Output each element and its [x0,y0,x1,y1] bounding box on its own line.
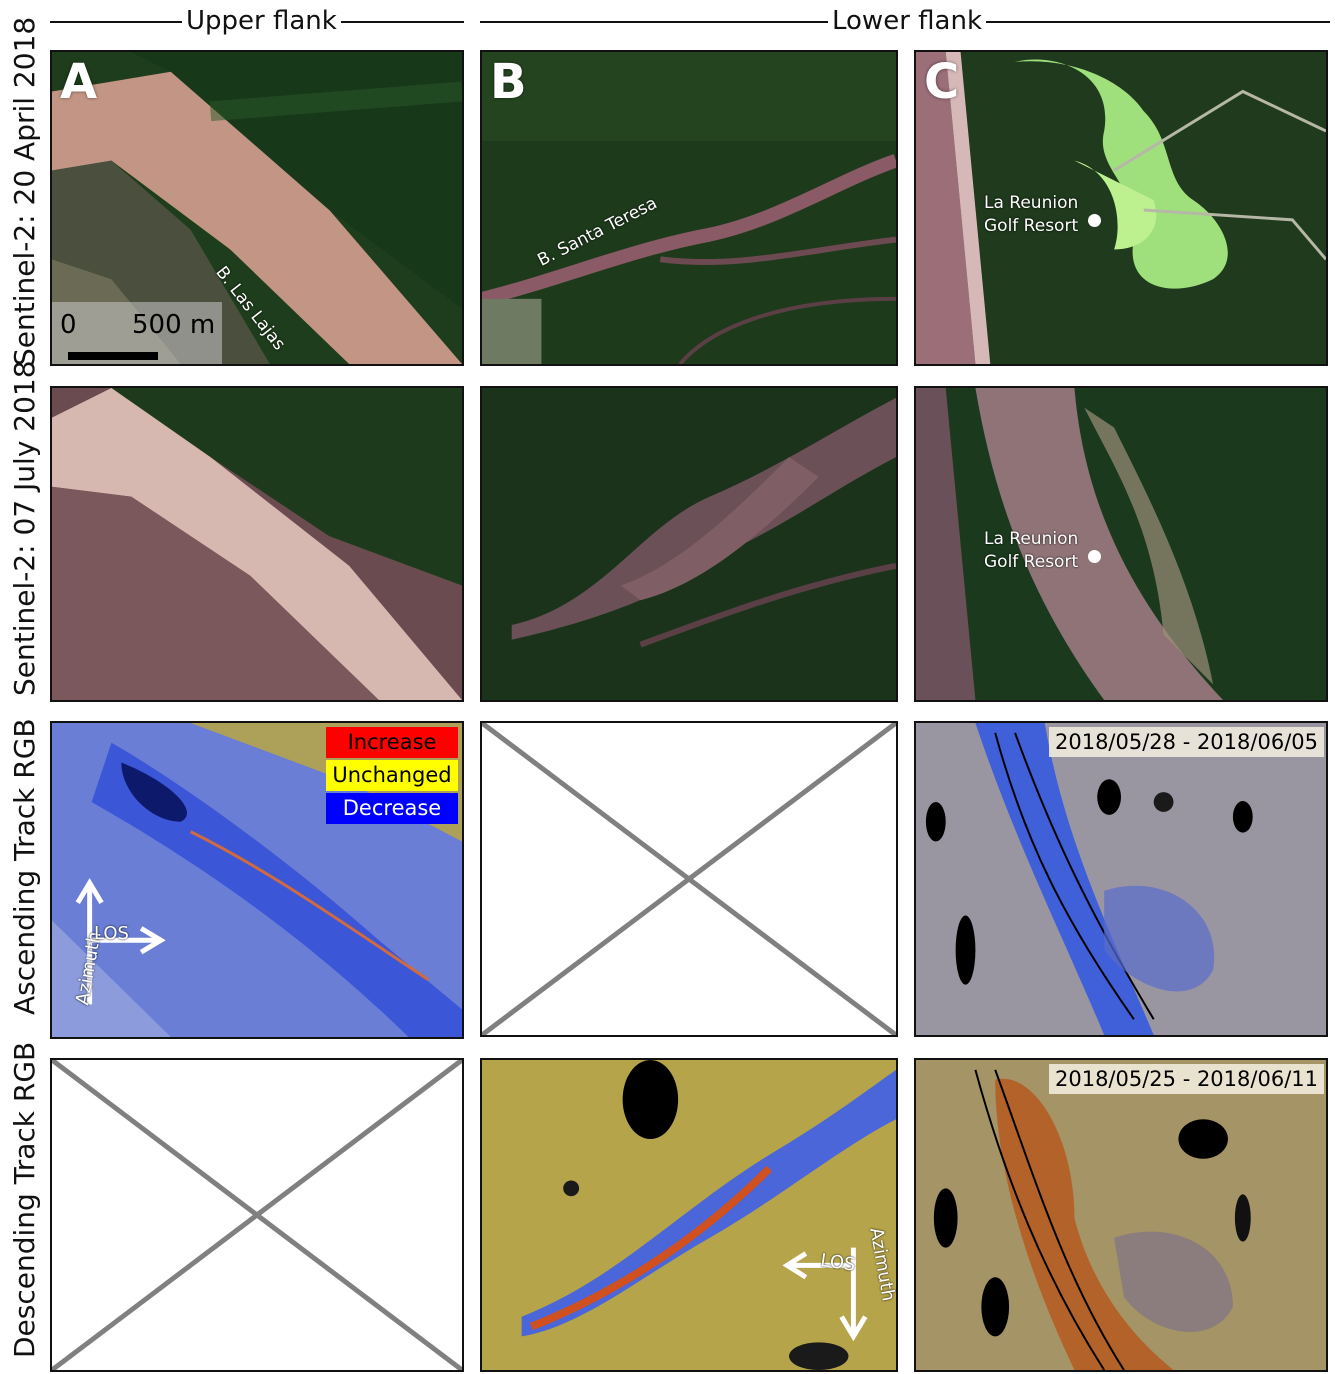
image-b-april [482,52,896,364]
row-label-ascending: Ascending Track RGB [8,718,41,1015]
panel-c-july: La Reunion Golf Resort [914,386,1328,702]
image-b-july [482,388,896,700]
header-upper-flank-label: Upper flank [182,4,341,38]
row-label-descending: Descending Track RGB [8,1041,41,1358]
golf-resort-marker [1088,214,1101,227]
panel-letter-c: C [924,54,960,110]
header-upper-flank: Upper flank [50,0,464,44]
image-c-april [916,52,1326,364]
panel-b-descending: LOS Azimuth [480,1058,898,1372]
row-label-april: Sentinel-2: 20 April 2018 [8,16,41,366]
panel-letter-a: A [60,54,98,110]
legend-increase: Increase [326,727,458,758]
ascending-los-label: LOS [94,923,129,944]
legend-unchanged: Unchanged [326,760,458,791]
ascending-date-range: 2018/05/28 - 2018/06/05 [1048,727,1324,757]
panel-b-ascending-empty [480,721,898,1037]
legend-decrease: Decrease [326,793,458,824]
descending-direction-arrows [782,1247,868,1342]
golf-resort-marker-july [1088,550,1101,563]
panel-a-july [50,386,464,702]
panel-b-july [480,386,898,702]
descending-date-range: 2018/05/25 - 2018/06/11 [1048,1064,1324,1094]
change-legend: Increase Unchanged Decrease [326,727,458,826]
panel-b-april: B B. Santa Teresa [480,50,898,366]
panel-letter-b: B [490,54,527,110]
label-golf-line2-july: Golf Resort [984,552,1079,572]
descending-los-label: LOS [819,1250,857,1276]
no-data-cross [482,723,896,1035]
panel-a-ascending: Increase Unchanged Decrease Azimuth LOS [50,721,464,1039]
panel-c-descending: 2018/05/25 - 2018/06/11 [914,1058,1328,1372]
label-golf-line1: La Reunion [984,193,1079,213]
scale-distance: 500 m [132,310,216,340]
scale-bar-box: 0 500 m [52,302,222,364]
label-golf-line2: Golf Resort [984,216,1079,236]
image-a-july [52,388,462,700]
ascending-direction-arrows [75,878,166,1005]
panel-c-april: C La Reunion Golf Resort [914,50,1328,366]
panel-c-ascending: 2018/05/28 - 2018/06/05 [914,721,1328,1037]
scale-zero: 0 [60,310,77,340]
panel-a-april: A B. Las Lajas 0 500 m [50,50,464,366]
image-b-descending [482,1060,896,1370]
image-c-july [916,388,1326,700]
label-golf-line1-july: La Reunion [984,529,1079,549]
header-lower-flank: Lower flank [480,0,1330,44]
header-lower-flank-label: Lower flank [828,4,986,38]
image-c-descending [916,1060,1326,1370]
row-label-july: Sentinel-2: 07 July 2018 [8,360,41,696]
no-data-cross-descending [52,1060,462,1370]
image-c-ascending [916,723,1326,1035]
panel-a-descending-empty [50,1058,464,1372]
scale-bar [68,352,158,360]
